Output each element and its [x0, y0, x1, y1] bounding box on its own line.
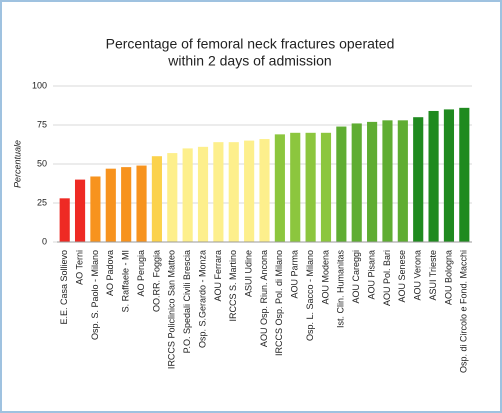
bar [74, 179, 86, 242]
y-axis-label: Percentuale [12, 140, 22, 188]
bar [105, 168, 116, 242]
x-tick-label: AOU Osp. Riun. Ancona [259, 250, 269, 347]
y-tick-label: 25 [37, 197, 47, 207]
x-tick-label: Osp. di Circolo e Fond. Macchi [459, 250, 469, 373]
x-tick-label: IRCCS S. Martino [228, 250, 238, 322]
bar [121, 167, 132, 242]
x-tick-label: S. Raffaele - MI [121, 250, 131, 312]
x-tick-label: AOU Pol. Bari [382, 250, 392, 306]
x-tick-label: AOU Bologna [443, 250, 453, 305]
bar [274, 134, 285, 242]
y-tick-label: 75 [37, 119, 47, 129]
x-tick-label: IRCCS Osp. Pol. di Milano [274, 250, 284, 356]
x-tick-label: AOU Careggi [351, 250, 361, 304]
bar [167, 153, 178, 242]
x-tick-label: AO Terni [74, 250, 84, 285]
y-tick-label: 0 [42, 236, 47, 246]
x-tick-label: Ist. Clin. Humanitas [336, 250, 346, 329]
x-tick-label: AO Padova [105, 250, 115, 296]
bar [397, 120, 408, 242]
x-tick-label: Osp. S.Gerardo - Monza [197, 250, 207, 348]
bar [413, 117, 424, 242]
bar [443, 109, 455, 243]
bar [351, 123, 362, 242]
chart-title: Percentage of femoral neck fractures ope… [106, 36, 395, 52]
bar [259, 139, 270, 242]
x-tick-label: E.E. Casa Sollievo [59, 250, 69, 325]
bar [367, 121, 378, 242]
y-tick-label: 50 [37, 158, 47, 168]
bar [382, 120, 393, 242]
x-tick-label: AOU Parma [290, 250, 300, 299]
bar [151, 156, 162, 242]
bar [428, 110, 439, 243]
bar [90, 176, 101, 242]
bar [59, 198, 70, 242]
x-tick-label: AO Perugia [136, 250, 146, 297]
x-tick-label: ASUI Udine [244, 250, 254, 297]
x-tick-label: AOU Senese [397, 250, 407, 303]
x-tick-label: ASUI Trieste [428, 250, 438, 301]
bar [136, 165, 147, 242]
bar [320, 132, 332, 242]
bar [336, 126, 347, 242]
x-tick-label: AOU Ferrara [213, 250, 223, 302]
bar [228, 142, 239, 242]
bar [213, 142, 224, 242]
bar [459, 107, 470, 242]
x-tick-label: AOU Verona [413, 250, 423, 301]
y-tick-label: 100 [32, 80, 47, 90]
bar [182, 148, 193, 242]
bar [305, 132, 316, 242]
x-tick-label: AOU Pisana [366, 250, 376, 300]
x-tick-label: AOU Modena [320, 250, 330, 305]
chart-title: within 2 days of admission [167, 53, 331, 69]
x-tick-label: OO.RR. Foggia [151, 250, 161, 312]
bar [244, 140, 255, 242]
bar [290, 132, 301, 242]
bar [197, 146, 209, 242]
x-tick-label: P.O. Spedali Civili Brescia [182, 250, 192, 353]
x-tick-label: Osp. S. Paolo - Milano [90, 250, 100, 340]
x-tick-label: Osp. L. Sacco - Milano [305, 250, 315, 341]
x-tick-label: IRCCS Policlinico San Matteo [167, 250, 177, 369]
